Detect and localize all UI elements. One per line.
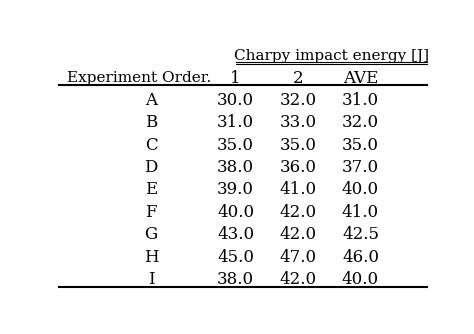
Text: 41.0: 41.0 [342, 204, 379, 221]
Text: 1: 1 [230, 69, 241, 87]
Text: 37.0: 37.0 [342, 159, 379, 176]
Text: 40.0: 40.0 [342, 181, 379, 198]
Text: D: D [145, 159, 158, 176]
Text: 31.0: 31.0 [217, 114, 254, 131]
Text: 32.0: 32.0 [280, 92, 317, 109]
Text: H: H [144, 248, 158, 266]
Text: 42.0: 42.0 [280, 204, 317, 221]
Text: G: G [145, 226, 158, 243]
Text: 45.0: 45.0 [217, 248, 254, 266]
Text: 46.0: 46.0 [342, 248, 379, 266]
Text: 31.0: 31.0 [342, 92, 379, 109]
Text: 35.0: 35.0 [280, 137, 317, 154]
Text: F: F [145, 204, 157, 221]
Text: 40.0: 40.0 [342, 271, 379, 288]
Text: Experiment Order.: Experiment Order. [66, 71, 211, 85]
Text: Charpy impact energy [J]: Charpy impact energy [J] [234, 49, 428, 63]
Text: 35.0: 35.0 [342, 137, 379, 154]
Text: 2: 2 [293, 69, 303, 87]
Text: A: A [145, 92, 157, 109]
Text: E: E [145, 181, 157, 198]
Text: 38.0: 38.0 [217, 159, 254, 176]
Text: 43.0: 43.0 [217, 226, 254, 243]
Text: 42.5: 42.5 [342, 226, 379, 243]
Text: AVE: AVE [343, 69, 378, 87]
Text: 38.0: 38.0 [217, 271, 254, 288]
Text: 35.0: 35.0 [217, 137, 254, 154]
Text: C: C [145, 137, 157, 154]
Text: 42.0: 42.0 [280, 271, 317, 288]
Text: 42.0: 42.0 [280, 226, 317, 243]
Text: 33.0: 33.0 [280, 114, 317, 131]
Text: 41.0: 41.0 [280, 181, 317, 198]
Text: 30.0: 30.0 [217, 92, 254, 109]
Text: 40.0: 40.0 [217, 204, 254, 221]
Text: 36.0: 36.0 [280, 159, 317, 176]
Text: B: B [145, 114, 157, 131]
Text: 32.0: 32.0 [342, 114, 379, 131]
Text: 39.0: 39.0 [217, 181, 254, 198]
Text: 47.0: 47.0 [280, 248, 317, 266]
Text: I: I [148, 271, 155, 288]
